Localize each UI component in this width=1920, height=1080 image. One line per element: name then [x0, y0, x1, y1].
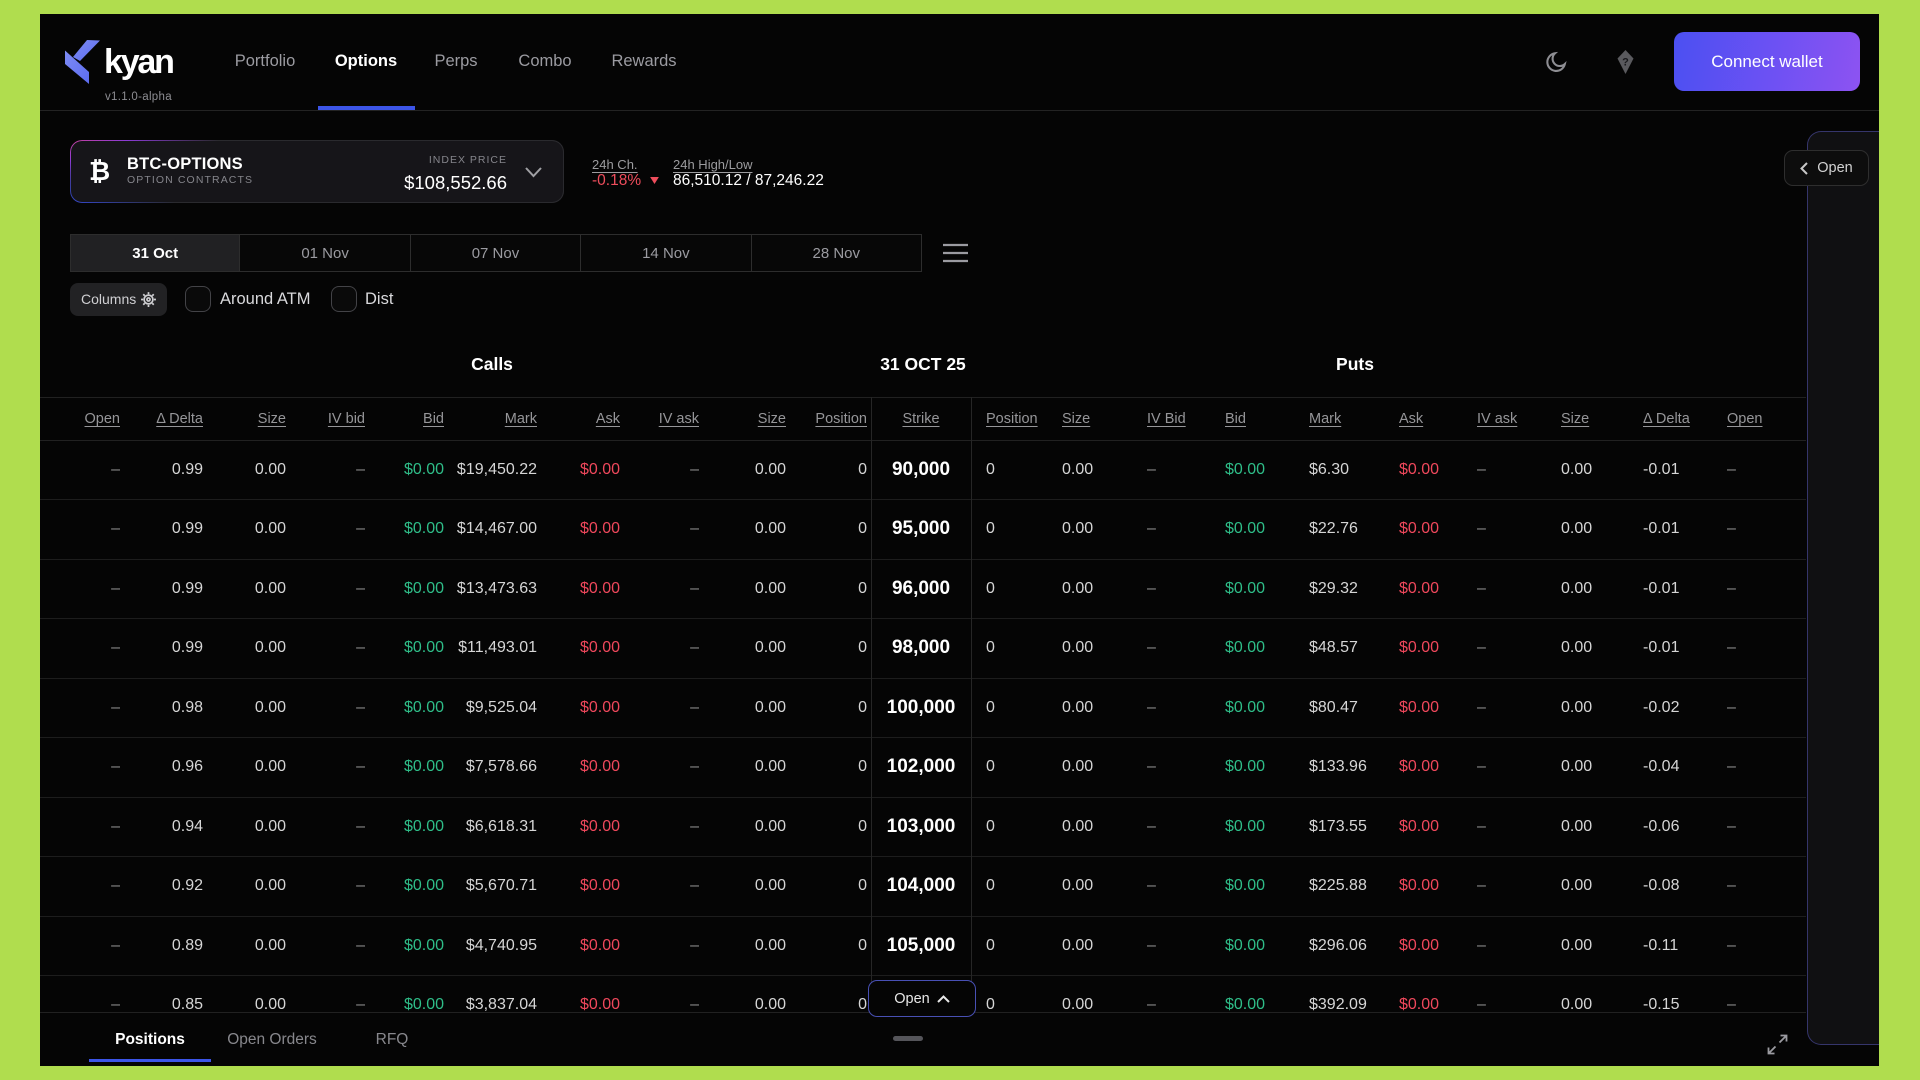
svg-text:?: ? [1622, 57, 1629, 69]
